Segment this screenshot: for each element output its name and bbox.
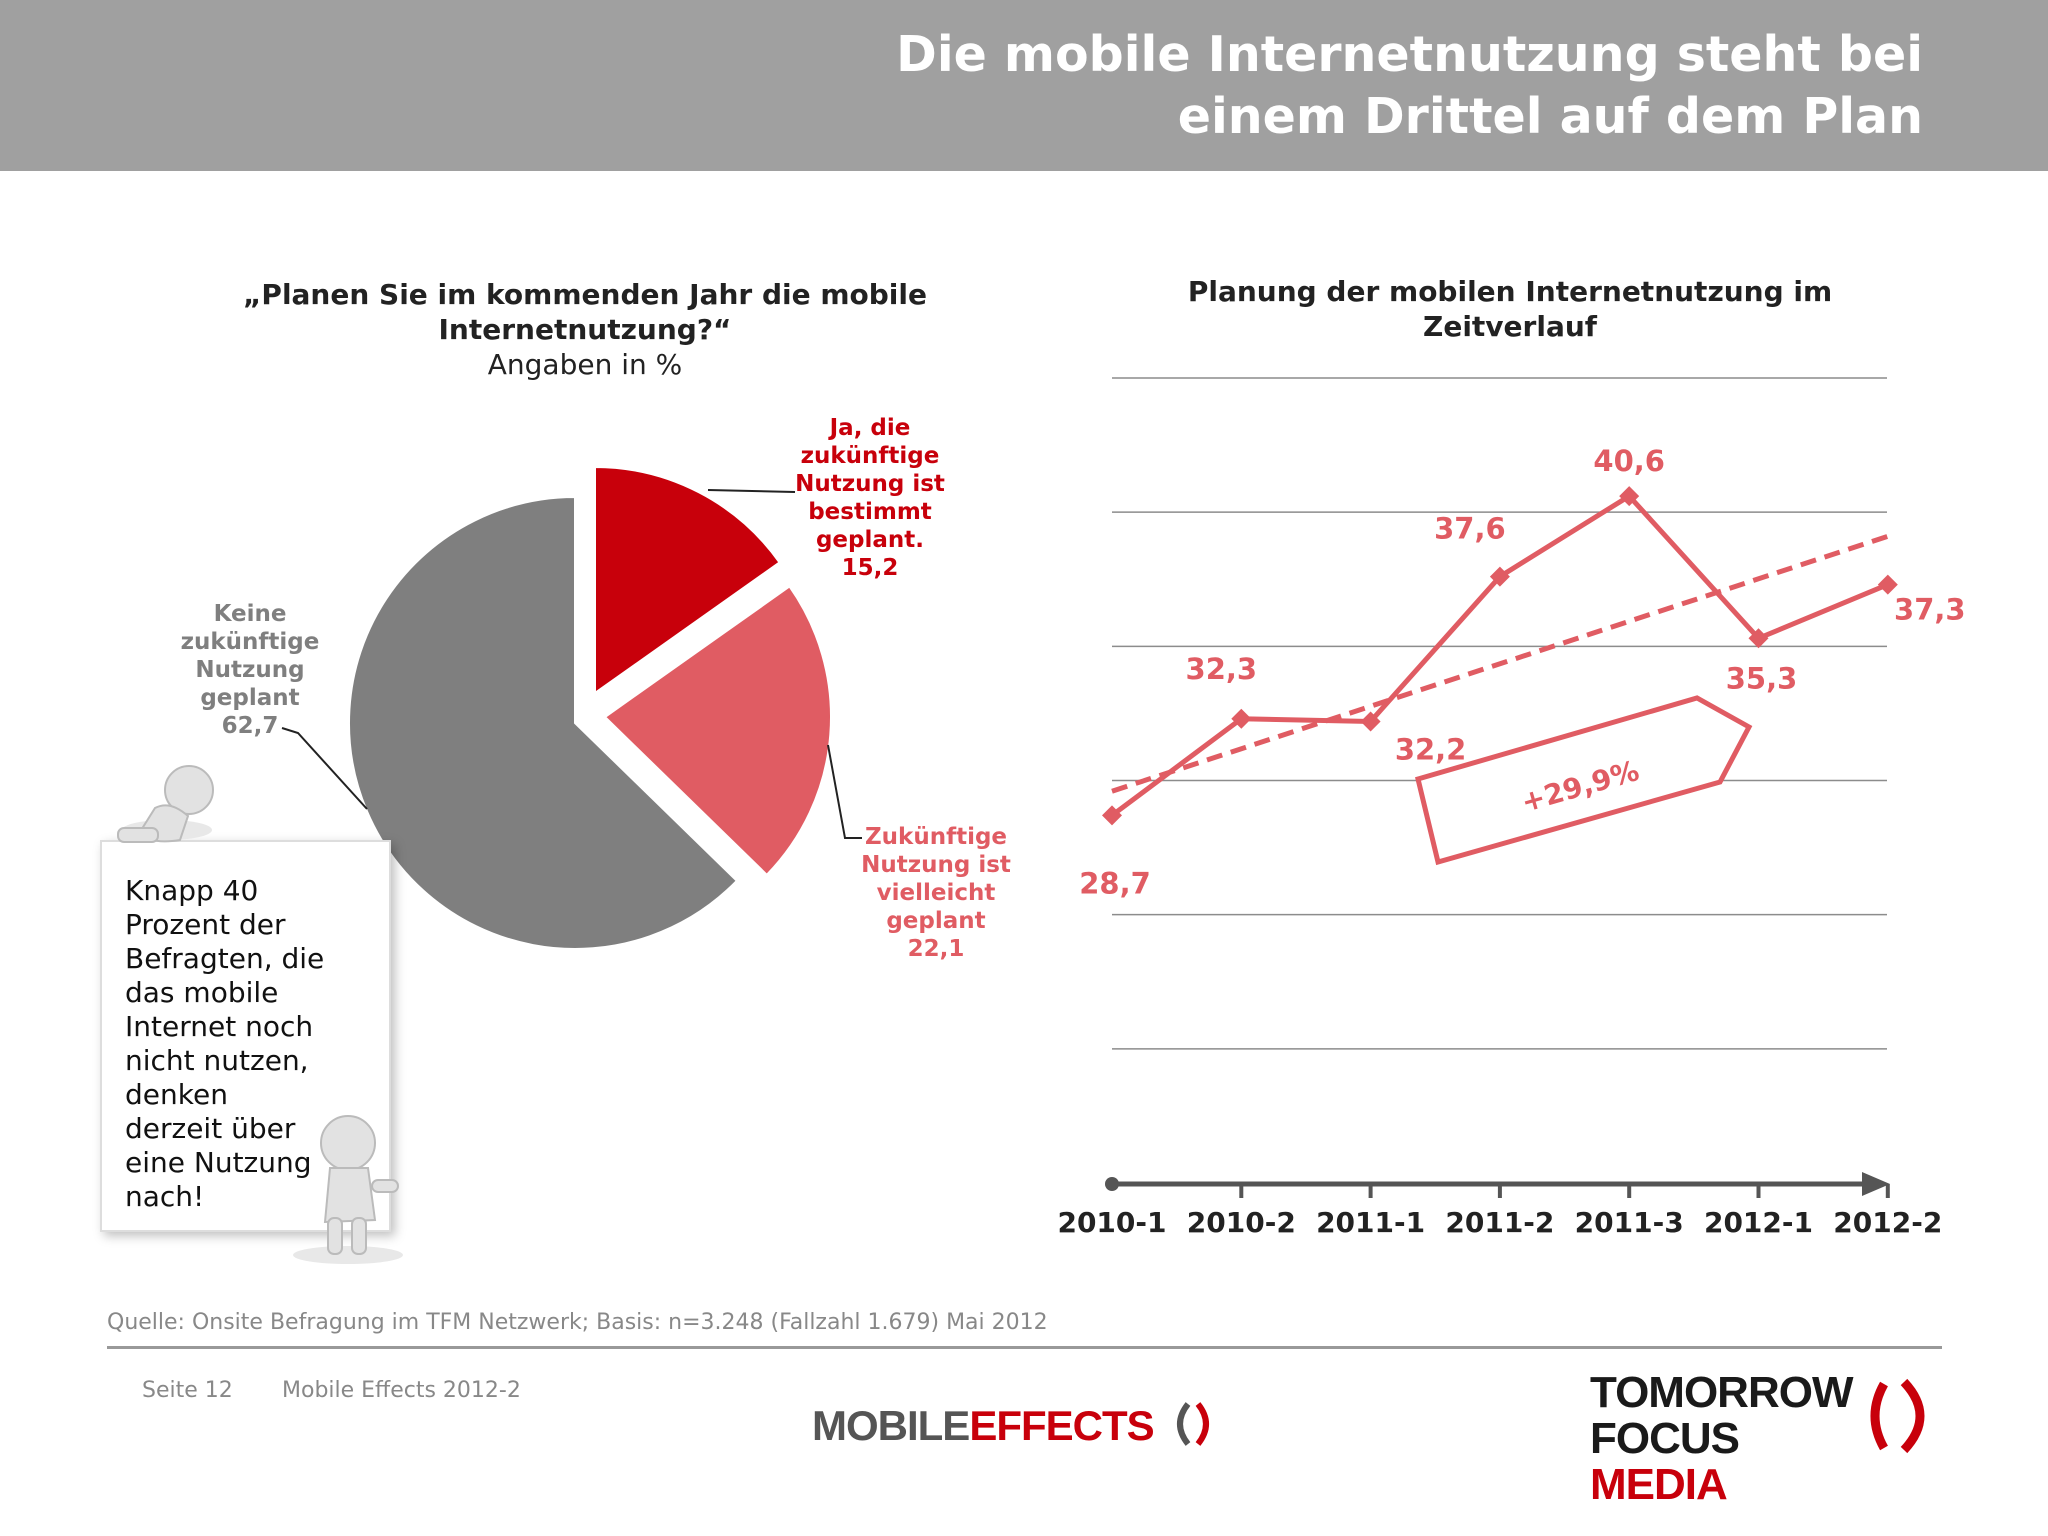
x-axis-origin — [1105, 1177, 1119, 1191]
pie-slice-no — [348, 495, 739, 950]
x-axis-arrow — [1862, 1172, 1890, 1196]
pie-slice-maybe — [603, 585, 832, 877]
data-point — [1231, 708, 1252, 729]
pie-title-line1: „Planen Sie im kommenden Jahr die mobile — [243, 278, 927, 311]
pie-title-line2: Internetnutzung?“ — [438, 313, 732, 346]
tfm-logo-bracket-icon — [1870, 1378, 1925, 1454]
data-label: 37,3 — [1894, 593, 1966, 627]
data-label: 35,3 — [1726, 661, 1798, 695]
footer-divider — [107, 1346, 1942, 1349]
leader-line-yes — [707, 489, 796, 493]
pie-label-maybe: Zukünftige Nutzung ist vielleicht geplan… — [861, 824, 1011, 962]
line-title-line2: Zeitverlauf — [1423, 310, 1597, 343]
pie-label-no: Keine zukünftige Nutzung geplant 62,7 — [180, 601, 320, 739]
pie-slice-yes — [594, 465, 781, 695]
data-label: 37,6 — [1434, 512, 1506, 546]
leader-line-maybe — [827, 744, 862, 839]
source-note: Quelle: Onsite Befragung im TFM Netzwerk… — [107, 1310, 1048, 1335]
growth-arrow-shape — [1415, 695, 1753, 866]
data-point — [1360, 711, 1381, 732]
page-title-line1: Die mobile Internetnutzung steht bei — [896, 26, 1923, 83]
x-tick-label: 2011-2 — [1445, 1206, 1554, 1239]
pie-subtitle: Angaben in % — [487, 348, 683, 381]
data-label: 28,7 — [1079, 866, 1151, 900]
data-label: 32,2 — [1395, 732, 1467, 766]
figure-top — [117, 765, 214, 843]
leader-line-no — [281, 727, 368, 810]
data-point — [1619, 486, 1640, 507]
data-label: 32,3 — [1186, 652, 1258, 686]
x-tick-label: 2012-1 — [1704, 1206, 1813, 1239]
x-tick-label: 2011-3 — [1575, 1206, 1684, 1239]
x-tick-label: 2012-2 — [1833, 1206, 1942, 1239]
mobile-effects-logo: MOBILEEFFECTS — [812, 1398, 1218, 1450]
data-point — [1489, 566, 1510, 587]
x-tick-label: 2010-2 — [1187, 1206, 1296, 1239]
pie-chart-title: „Planen Sie im kommenden Jahr die mobile… — [210, 277, 960, 382]
trend-line — [1111, 533, 1889, 794]
x-tick-label: 2011-1 — [1316, 1206, 1425, 1239]
data-point — [1877, 574, 1898, 595]
page-number: Seite 12 — [142, 1378, 233, 1403]
page-title-line2: einem Drittel auf dem Plan — [1177, 88, 1923, 145]
line-chart-title: Planung der mobilen Internetnutzung im Z… — [1110, 274, 1910, 344]
tomorrow-focus-media-logo: TOMORROW FOCUS MEDIA — [1590, 1368, 1853, 1509]
growth-callout: +29,9% — [1415, 695, 1753, 866]
x-tick-label: 2010-1 — [1057, 1206, 1166, 1239]
data-label: 40,6 — [1593, 444, 1665, 478]
line-title-line1: Planung der mobilen Internetnutzung im — [1187, 275, 1833, 308]
page-title: Die mobile Internetnutzung steht bei ein… — [896, 24, 1923, 148]
note-text: Knapp 40 Prozent der Befragten, die das … — [125, 874, 325, 1213]
data-point — [1102, 805, 1122, 826]
data-point — [1748, 628, 1769, 649]
document-name: Mobile Effects 2012-2 — [282, 1378, 521, 1403]
logo-bracket-icon — [1177, 1402, 1210, 1446]
header-bar: Die mobile Internetnutzung steht bei ein… — [0, 0, 2048, 171]
figure-bottom — [293, 1115, 403, 1264]
pie-label-yes: Ja, die zukünftige Nutzung ist bestimmt … — [795, 415, 945, 581]
